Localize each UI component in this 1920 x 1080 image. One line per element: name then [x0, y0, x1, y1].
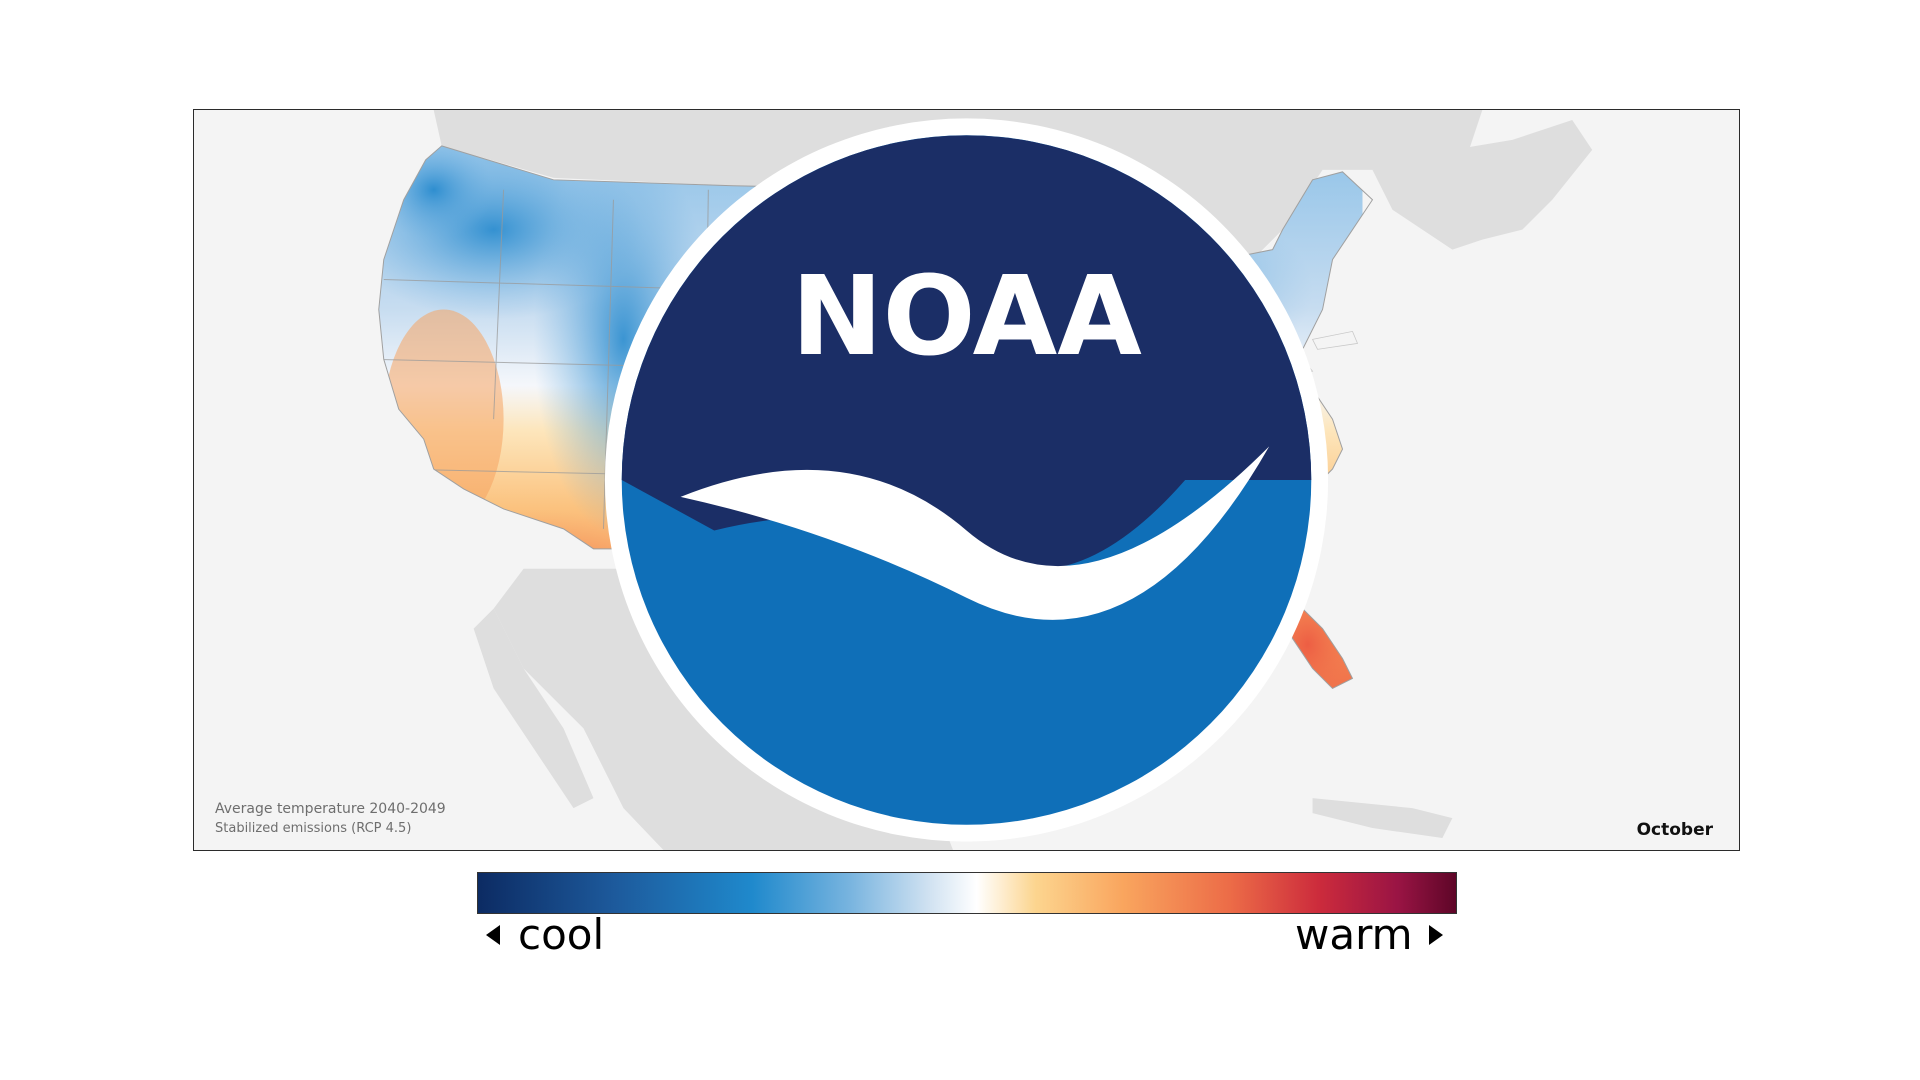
map-frame: Average temperature 2040-2049 Stabilized… — [193, 109, 1740, 851]
arrow-right-icon — [1428, 924, 1443, 945]
arrow-left-icon — [486, 924, 500, 945]
temperature-colorbar — [477, 872, 1457, 914]
noaa-logo: NOAA — [604, 118, 1329, 842]
cuba-landmass — [1312, 798, 1453, 839]
map-caption: Average temperature 2040-2049 Stabilized… — [215, 800, 446, 838]
legend-warm: warm — [1295, 910, 1443, 959]
caption-scenario: Stabilized emissions (RCP 4.5) — [215, 821, 412, 836]
legend-cool-label: cool — [518, 910, 605, 959]
canada-maritime — [1372, 119, 1593, 250]
month-label: October — [1636, 820, 1713, 840]
noaa-logo-text: NOAA — [791, 253, 1142, 380]
legend-cool: cool — [486, 910, 604, 959]
legend-warm-label: warm — [1295, 910, 1413, 959]
baja-peninsula — [473, 608, 594, 809]
caption-title: Average temperature 2040-2049 — [215, 801, 446, 817]
